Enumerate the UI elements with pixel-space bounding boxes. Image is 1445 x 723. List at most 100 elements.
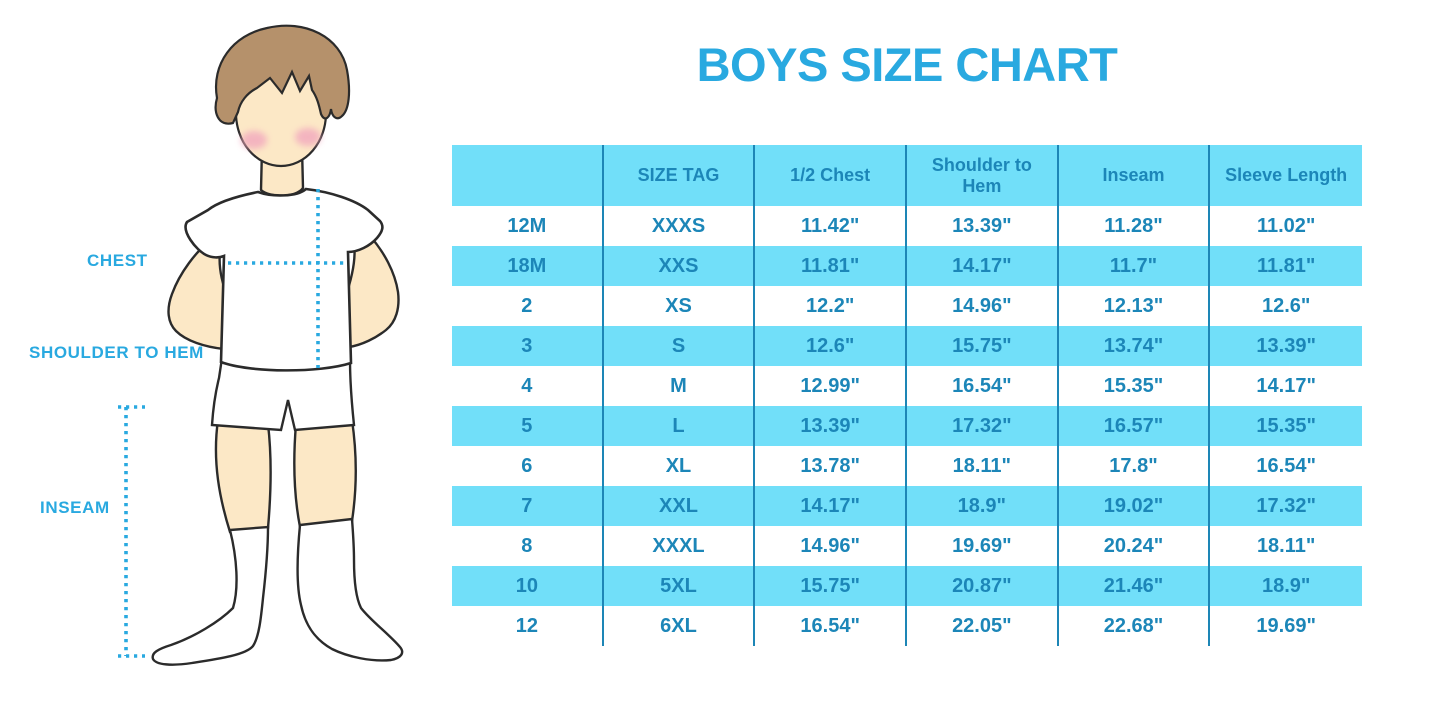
table-body: 12M XXXS 11.42" 13.39" 11.28" 11.02" 18M XXS 11.…	[452, 206, 1362, 646]
shoulder-to-hem-label: SHOULDER TO HEM	[29, 343, 204, 362]
table-cell: 14.17"	[755, 486, 907, 526]
table-cell: 2	[452, 286, 604, 326]
table-cell: 22.05"	[907, 606, 1059, 646]
boy-measurement-figure: CHEST SHOULDER TO HEM INSEAM	[0, 0, 445, 723]
table-cell: 15.35"	[1256, 414, 1316, 437]
table-cell: 15.35"	[1059, 366, 1211, 406]
table-row: 6 XL 13.78" 18.11" 17.8" 16.54"	[452, 446, 1362, 486]
table-cell: 11.42"	[755, 206, 907, 246]
table-cell: 15.75"	[907, 326, 1059, 366]
chest-label: CHEST	[87, 251, 148, 270]
table-header-cell-shoulder-to-hem: Shoulder to Hem	[907, 145, 1059, 206]
left-cheek	[241, 131, 267, 149]
table-cell: 20.87"	[907, 566, 1059, 606]
table-cell: L	[604, 406, 756, 446]
table-cell: 12.6"	[755, 326, 907, 366]
table-row: 3 S 12.6" 15.75" 13.74" 13.39"	[452, 326, 1362, 366]
table-cell: 16.54"	[907, 366, 1059, 406]
table-cell: 13.39"	[907, 206, 1059, 246]
boy-arms	[167, 234, 400, 351]
inseam-label: INSEAM	[40, 498, 110, 517]
table-cell: 18.11"	[1256, 534, 1316, 557]
table-cell: 6	[452, 446, 604, 486]
table-cell: 5XL	[604, 566, 756, 606]
table-cell: 10	[452, 566, 604, 606]
table-cell: 12	[452, 606, 604, 646]
table-cell: 16.54"	[1256, 454, 1316, 477]
table-cell: XXS	[604, 246, 756, 286]
table-cell: XS	[604, 286, 756, 326]
boy-legs	[214, 418, 357, 534]
boy-shirt	[184, 187, 384, 372]
boy-hair	[214, 24, 351, 125]
table-cell: 17.8"	[1059, 446, 1211, 486]
table-cell: 13.39"	[1256, 334, 1316, 357]
size-table: SIZE TAG 1/2 Chest Shoulder to Hem Insea…	[452, 145, 1362, 646]
table-cell: 17.32"	[907, 406, 1059, 446]
table-row: 4 M 12.99" 16.54" 15.35" 14.17"	[452, 366, 1362, 406]
table-cell: 19.69"	[907, 526, 1059, 566]
table-row: 10 5XL 15.75" 20.87" 21.46" 18.9"	[452, 566, 1362, 606]
table-row: 2 XS 12.2" 14.96" 12.13" 12.6"	[452, 286, 1362, 326]
table-cell: 11.81"	[755, 246, 907, 286]
table-cell: S	[604, 326, 756, 366]
table-cell: 19.69"	[1256, 614, 1316, 637]
table-header-cell-half-chest: 1/2 Chest	[755, 145, 907, 206]
table-cell: XXXL	[604, 526, 756, 566]
table-cell: 11.28"	[1059, 206, 1211, 246]
table-cell: 18.11"	[907, 446, 1059, 486]
table-cell: 13.78"	[755, 446, 907, 486]
table-cell: 7	[452, 486, 604, 526]
page-title: BOYS SIZE CHART	[696, 38, 1118, 91]
table-cell: 12.6"	[1261, 294, 1311, 317]
table-cell: 18.9"	[1261, 574, 1311, 597]
table-cell: 20.24"	[1059, 526, 1211, 566]
table-header-row: SIZE TAG 1/2 Chest Shoulder to Hem Insea…	[452, 145, 1362, 206]
table-cell: XL	[604, 446, 756, 486]
table-cell: 16.54"	[755, 606, 907, 646]
table-cell: 12.99"	[755, 366, 907, 406]
table-cell: 13.74"	[1059, 326, 1211, 366]
table-cell: 14.17"	[907, 246, 1059, 286]
table-cell: 11.02"	[1256, 214, 1316, 237]
table-cell: 12.2"	[755, 286, 907, 326]
table-cell: 12.13"	[1059, 286, 1211, 326]
table-row: 12M XXXS 11.42" 13.39" 11.28" 11.02"	[452, 206, 1362, 246]
table-cell: 15.75"	[755, 566, 907, 606]
table-cell: 16.57"	[1059, 406, 1211, 446]
boy-socks	[151, 517, 404, 666]
table-header-cell-size-tag: SIZE TAG	[604, 145, 756, 206]
table-header-cell-inseam: Inseam	[1059, 145, 1211, 206]
table-cell: 21.46"	[1059, 566, 1211, 606]
table-cell: 14.96"	[907, 286, 1059, 326]
table-row: 8 XXXL 14.96" 19.69" 20.24" 18.11"	[452, 526, 1362, 566]
table-cell: M	[604, 366, 756, 406]
table-row: 7 XXL 14.17" 18.9" 19.02" 17.32"	[452, 486, 1362, 526]
table-cell: 12M	[452, 206, 604, 246]
table-cell: XXL	[604, 486, 756, 526]
table-cell: 19.02"	[1059, 486, 1211, 526]
table-cell: 22.68"	[1059, 606, 1211, 646]
table-row: 18M XXS 11.81" 14.17" 11.7" 11.81"	[452, 246, 1362, 286]
table-cell: 14.96"	[755, 526, 907, 566]
table-cell: 18M	[452, 246, 604, 286]
boy-illustration	[118, 24, 404, 666]
right-cheek	[295, 128, 321, 146]
table-cell: 5	[452, 406, 604, 446]
table-cell: 18.9"	[907, 486, 1059, 526]
table-cell: 8	[452, 526, 604, 566]
table-cell: 17.32"	[1256, 494, 1316, 517]
table-cell: 11.81"	[1256, 254, 1316, 277]
table-cell: 13.39"	[755, 406, 907, 446]
table-cell: 3	[452, 326, 604, 366]
table-row: 5 L 13.39" 17.32" 16.57" 15.35"	[452, 406, 1362, 446]
table-header-cell-sleeve-length: Sleeve Length	[1225, 165, 1348, 186]
table-cell: 14.17"	[1256, 374, 1316, 397]
table-cell: 6XL	[604, 606, 756, 646]
table-cell: 11.7"	[1059, 246, 1211, 286]
table-row: 12 6XL 16.54" 22.05" 22.68" 19.69"	[452, 606, 1362, 646]
table-header-cell-size	[452, 145, 604, 206]
table-cell: XXXS	[604, 206, 756, 246]
table-cell: 4	[452, 366, 604, 406]
